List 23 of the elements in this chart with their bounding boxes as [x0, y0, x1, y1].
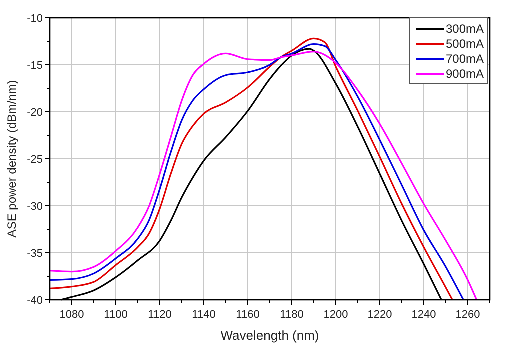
x-tick-label: 1220	[368, 309, 392, 321]
legend-label: 700mA	[446, 52, 484, 66]
y-tick-label: -25	[27, 154, 43, 166]
x-tick-label: 1100	[104, 309, 128, 321]
x-tick-label: 1120	[148, 309, 172, 321]
legend-label: 500mA	[446, 37, 484, 51]
x-tick-label: 1080	[60, 309, 84, 321]
legend-label: 900mA	[446, 67, 484, 81]
y-tick-label: -20	[27, 107, 43, 119]
y-axis-title: ASE power density (dBm/nm)	[5, 80, 19, 238]
x-tick-label: 1180	[280, 309, 304, 321]
x-tick-label: 1200	[324, 309, 348, 321]
x-tick-label: 1140	[192, 309, 216, 321]
legend-label: 300mA	[446, 22, 484, 36]
y-tick-label: -30	[27, 201, 43, 213]
y-tick-label: -15	[27, 60, 43, 72]
x-tick-label: 1260	[456, 309, 480, 321]
y-tick-label: -40	[27, 295, 43, 307]
y-tick-label: -10	[27, 13, 43, 25]
x-tick-label: 1240	[412, 309, 436, 321]
y-tick-label: -35	[27, 248, 43, 260]
x-tick-label: 1160	[236, 309, 260, 321]
x-axis-title: Wavelength (nm)	[220, 328, 320, 343]
